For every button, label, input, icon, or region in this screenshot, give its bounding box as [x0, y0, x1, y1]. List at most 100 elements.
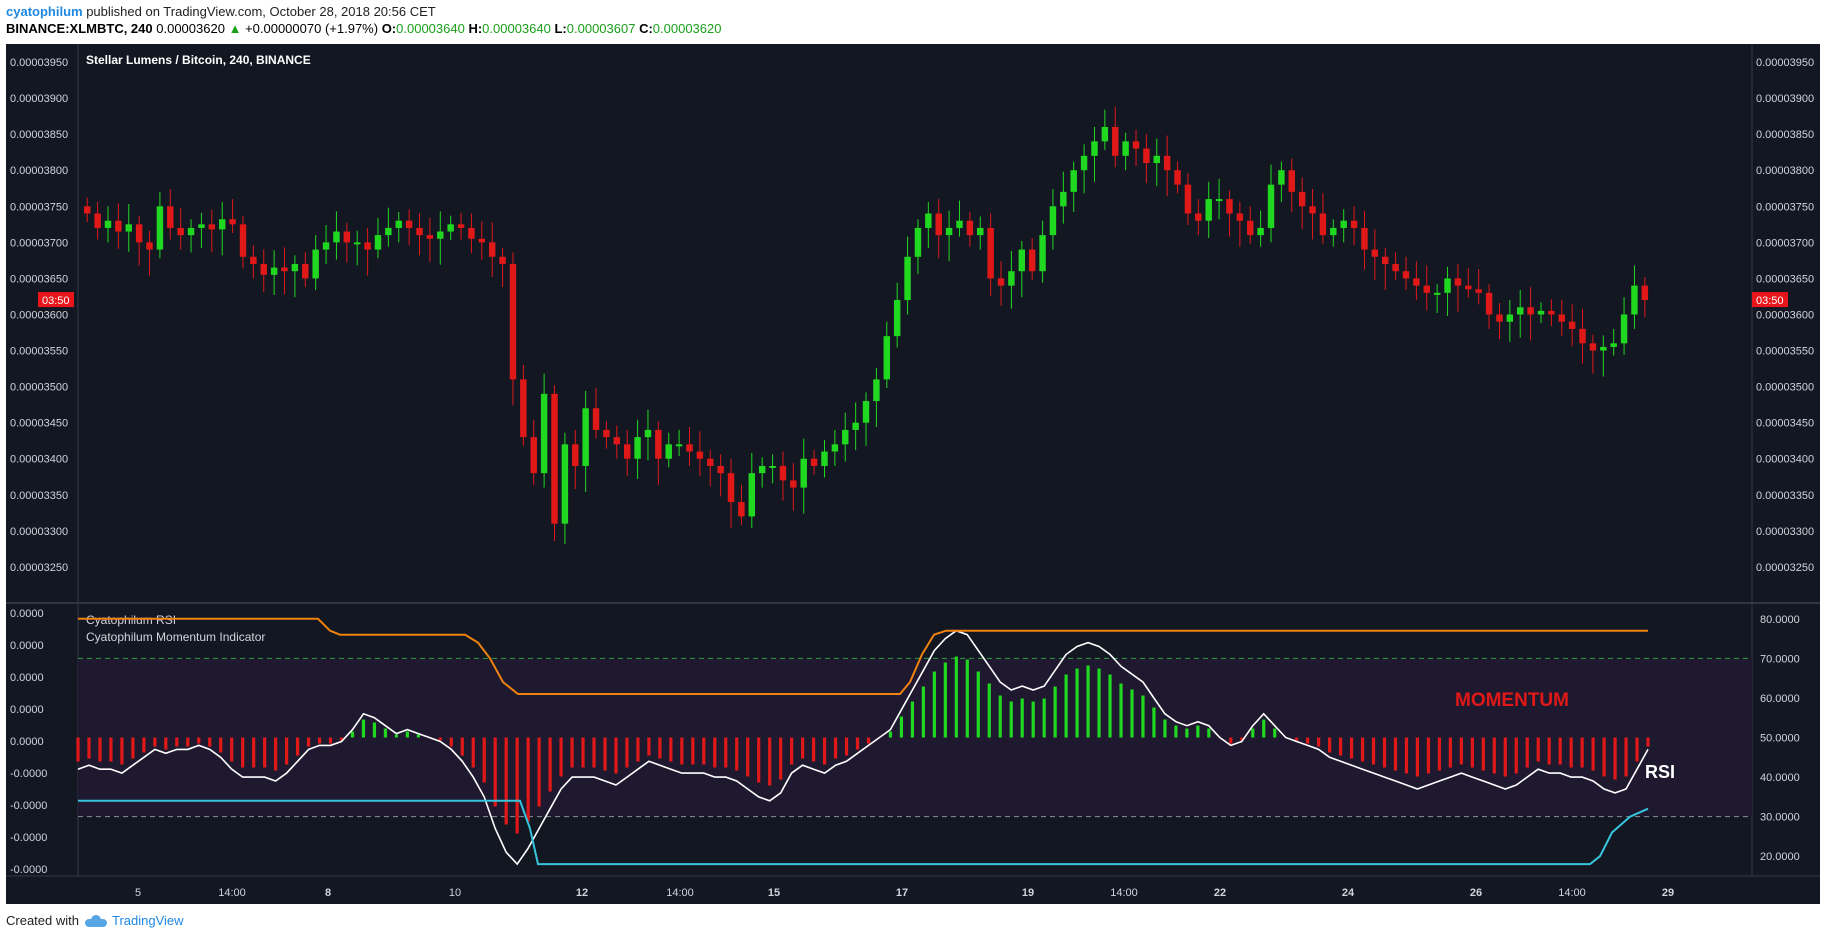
price-axis-right-tick: 0.00003600 — [1756, 309, 1814, 321]
momentum-bar — [1393, 737, 1398, 771]
momentum-bar — [1141, 695, 1145, 738]
momentum-bar — [559, 737, 563, 777]
candle — [416, 227, 423, 236]
momentum-bar — [76, 737, 80, 762]
rsi-axis-tick: 40.0000 — [1760, 772, 1800, 784]
momentum-bar — [1174, 725, 1178, 738]
momentum-bar — [350, 731, 355, 738]
momentum-bar — [1251, 728, 1255, 738]
price-axis-left-tick: 0.00003600 — [10, 309, 68, 321]
candle — [1122, 141, 1129, 156]
low-value: 0.00003607 — [566, 21, 636, 36]
candle — [1641, 285, 1649, 301]
candle — [437, 231, 444, 239]
momentum-bar — [1536, 737, 1540, 762]
momentum-bar — [372, 722, 377, 738]
candle — [1039, 235, 1046, 272]
momentum-bar — [987, 683, 991, 738]
tradingview-link[interactable]: TradingView — [84, 913, 184, 928]
upper-band-line — [78, 617, 1648, 695]
candle — [790, 480, 797, 488]
price-axis-left-tick: 0.00003750 — [10, 201, 68, 213]
momentum-bar — [548, 737, 552, 792]
candle — [1070, 170, 1077, 192]
candle — [1143, 148, 1150, 164]
candle — [84, 206, 91, 214]
footer: Created with TradingView — [6, 913, 184, 928]
momentum-bar — [1295, 737, 1299, 741]
momentum-bar — [87, 737, 91, 759]
candle — [426, 235, 434, 239]
momentum-bar — [317, 737, 322, 744]
momentum-bar — [899, 716, 904, 738]
momentum-bar — [757, 737, 761, 783]
momentum-bar — [1042, 698, 1046, 738]
momentum-bar — [713, 737, 717, 768]
time-axis-tick: 29 — [1662, 887, 1674, 899]
price-axis-right-tick: 0.00003750 — [1756, 201, 1814, 213]
momentum-bar — [1196, 725, 1200, 738]
momentum-bar — [1591, 737, 1595, 771]
momentum-bar — [844, 737, 849, 756]
momentum-bar — [460, 737, 464, 756]
rsi-line — [77, 629, 1649, 866]
momentum-label: MOMENTUM — [1455, 690, 1569, 711]
momentum-bar — [1075, 668, 1079, 738]
momentum-axis-tick: -0.0000 — [10, 832, 47, 844]
momentum-bar — [405, 731, 409, 738]
candle — [1101, 126, 1109, 142]
candle — [1195, 213, 1202, 221]
momentum-bar — [1306, 737, 1310, 744]
candle — [904, 256, 911, 301]
candle — [893, 300, 901, 337]
current-price-tag-left — [38, 292, 74, 308]
momentum-axis-tick: 0.0000 — [10, 672, 44, 684]
candle — [738, 502, 745, 517]
candle — [312, 249, 319, 279]
time-axis-tick: 19 — [1022, 887, 1034, 899]
candle — [509, 263, 517, 380]
momentum-bar — [625, 737, 629, 768]
candle — [655, 429, 662, 459]
candle — [1330, 227, 1337, 236]
candle — [1091, 141, 1098, 156]
momentum-bar — [790, 737, 794, 765]
candle — [94, 213, 101, 228]
momentum-bar — [746, 737, 750, 777]
candle — [821, 451, 828, 466]
momentum-bar — [1009, 701, 1013, 738]
momentum-bar — [1064, 674, 1068, 738]
candle — [727, 473, 735, 503]
price-chart[interactable]: 0.00003250 0.00003250 0.00003300 0.00003300… — [0, 0, 1826, 905]
candle — [374, 235, 382, 250]
momentum-bar — [1382, 737, 1387, 768]
candle — [1278, 170, 1285, 185]
candle — [686, 444, 693, 452]
candle — [146, 242, 153, 250]
time-axis-tick: 8 — [325, 887, 331, 899]
time-axis-tick: 15 — [768, 887, 780, 899]
momentum-bar — [1624, 737, 1628, 777]
candle — [1517, 307, 1524, 315]
candle — [260, 263, 267, 275]
momentum-bar — [801, 737, 805, 759]
candle — [229, 219, 236, 225]
momentum-bar — [1185, 728, 1189, 738]
momentum-bar — [537, 737, 541, 807]
momentum-bar — [482, 737, 486, 783]
momentum-bar — [581, 737, 585, 768]
candle — [1361, 227, 1368, 250]
candle — [1340, 220, 1347, 228]
momentum-axis-tick: -0.0000 — [10, 768, 47, 780]
close-label: C: — [639, 21, 653, 36]
candle — [665, 444, 672, 459]
time-axis-tick: 14:00 — [1558, 887, 1586, 899]
price-axis-left-tick: 0.00003900 — [10, 93, 68, 105]
candle — [322, 242, 330, 250]
candle — [281, 267, 288, 272]
candle — [520, 379, 527, 438]
price-axis-left-tick: 0.00003450 — [10, 418, 68, 430]
candle — [862, 401, 870, 423]
publish-line: cyatophilum published on TradingView.com… — [6, 4, 436, 19]
author-link[interactable]: cyatophilum — [6, 4, 83, 19]
